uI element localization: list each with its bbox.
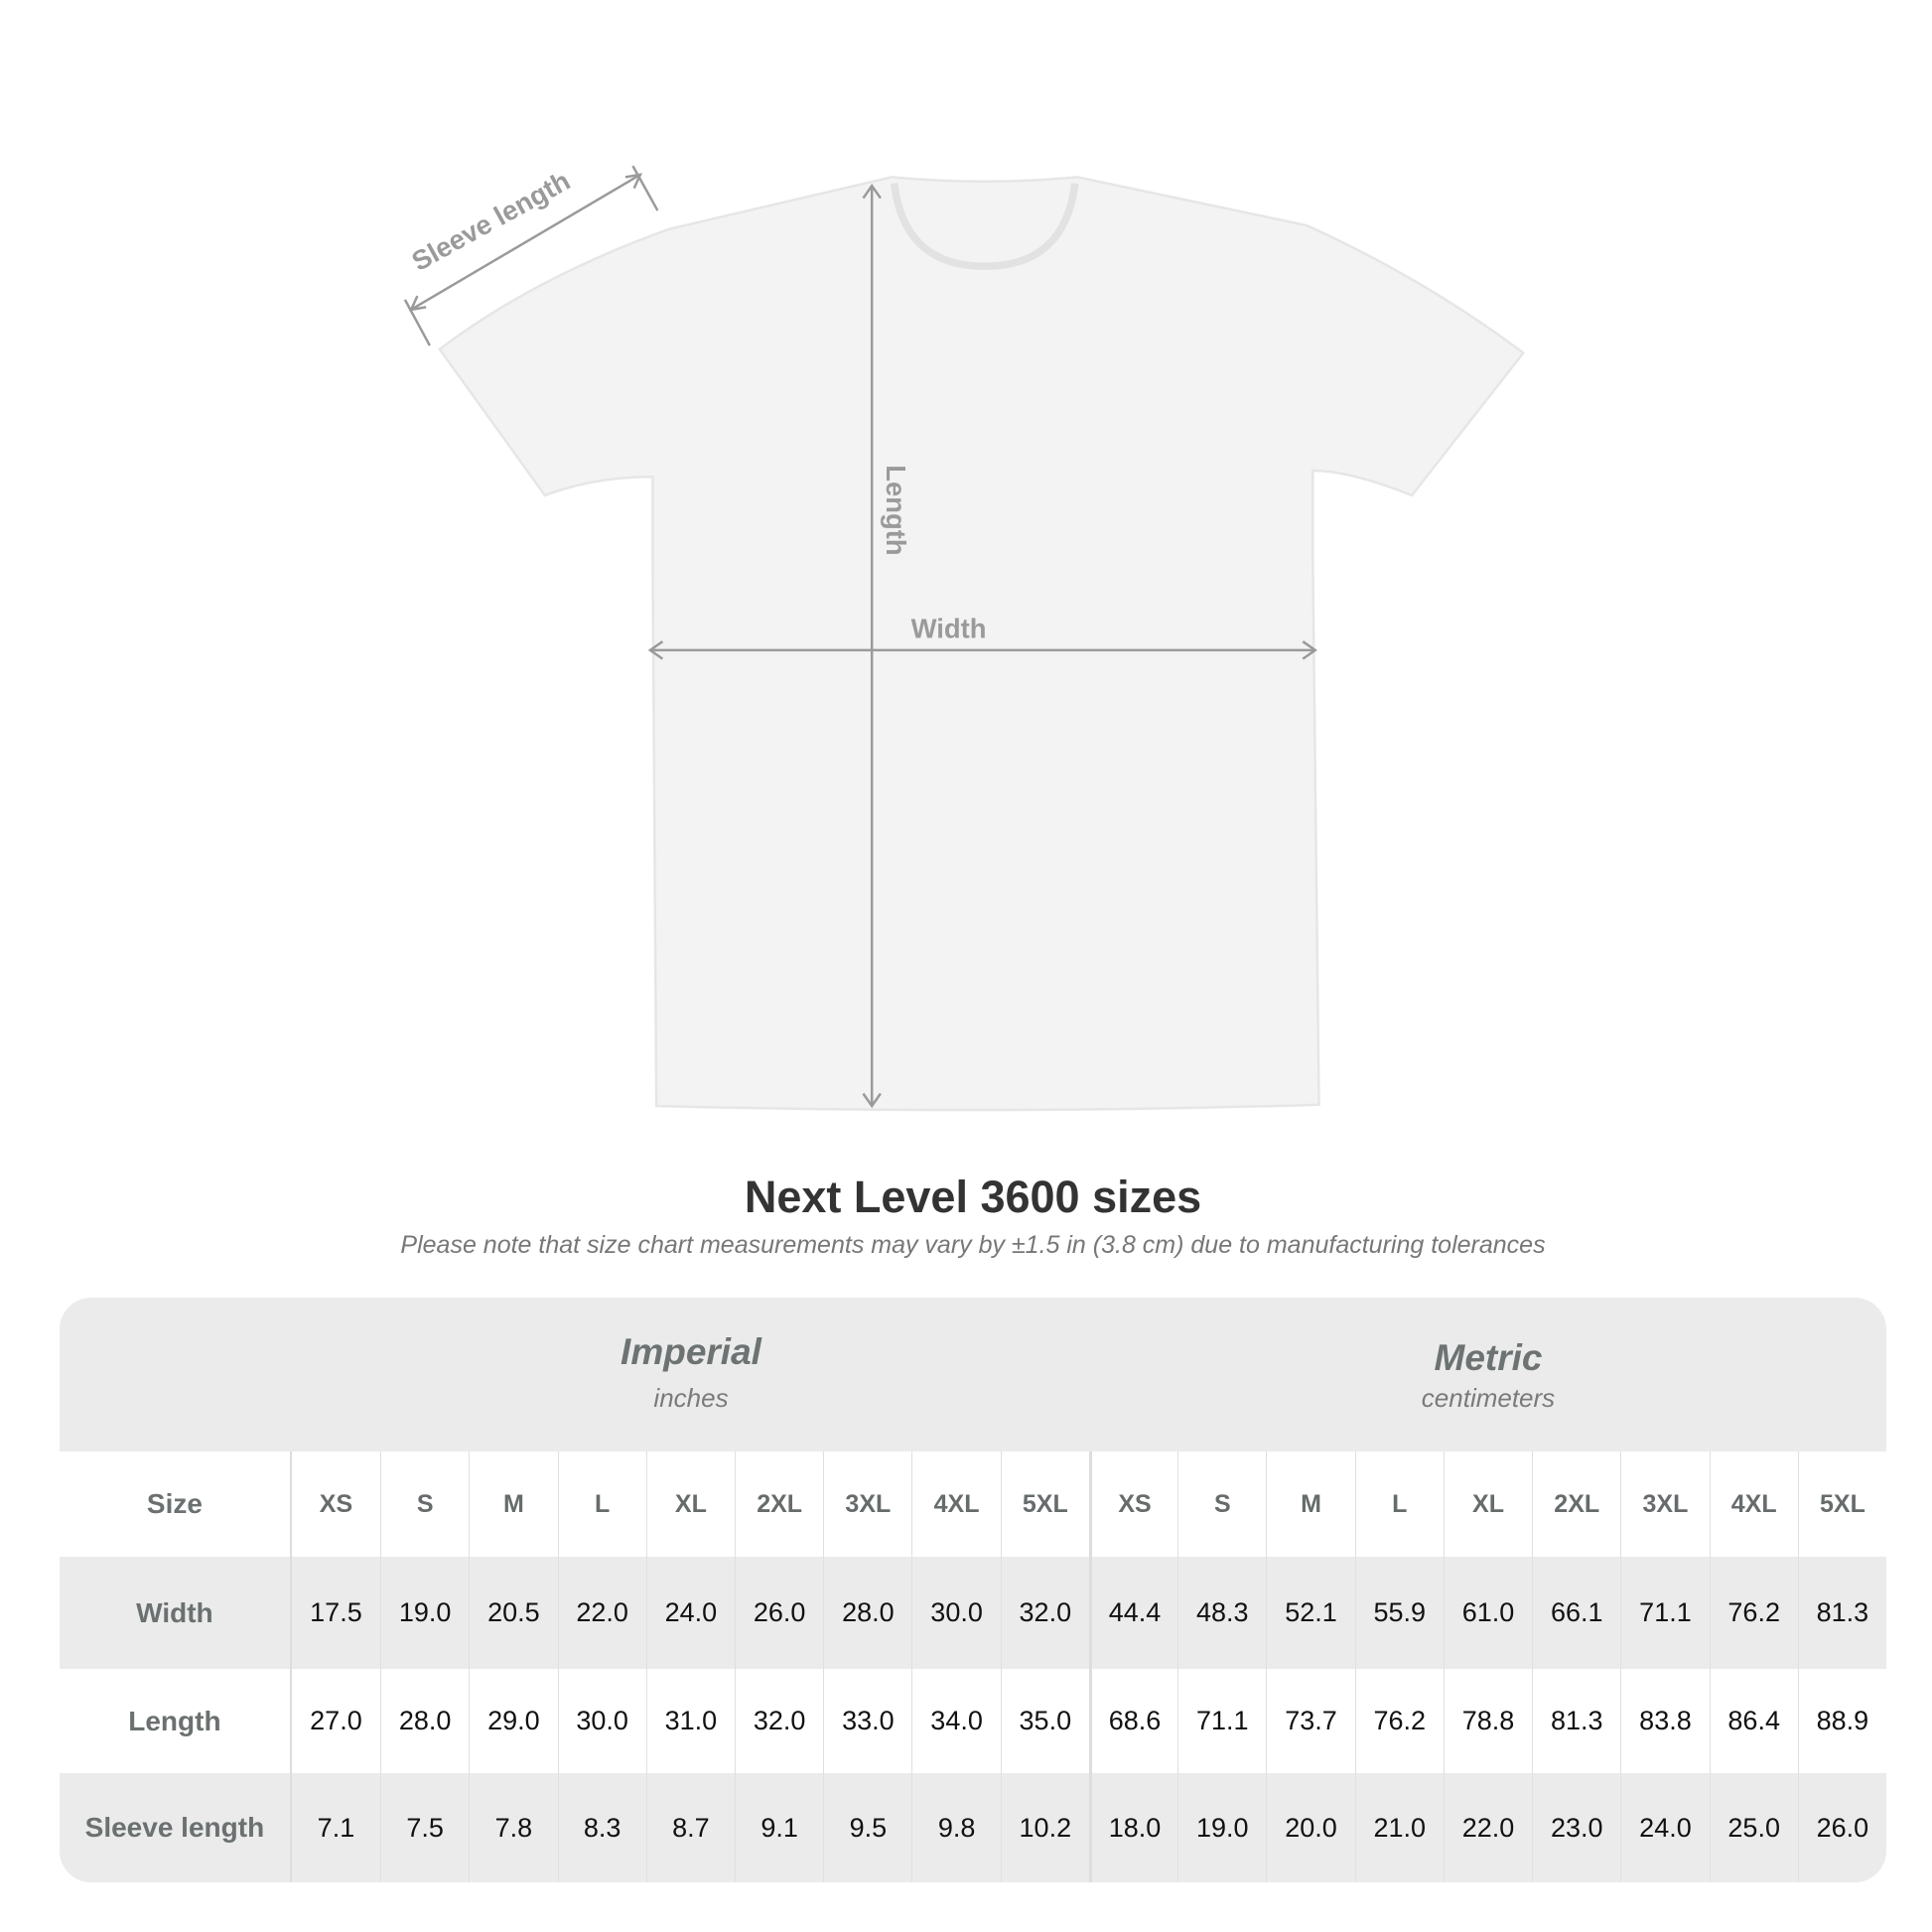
imperial-unit: inches — [653, 1383, 729, 1413]
size-column-header: 2XL — [1532, 1451, 1620, 1557]
table-cell: 31.0 — [645, 1669, 735, 1773]
table-cell: 71.1 — [1620, 1557, 1709, 1669]
size-column-header: 5XL — [1000, 1451, 1089, 1557]
table-cell: 32.0 — [735, 1669, 823, 1773]
table-cell: 76.2 — [1709, 1557, 1798, 1669]
table-cell: 83.8 — [1620, 1669, 1709, 1773]
table-cell: 9.5 — [823, 1773, 911, 1882]
table-cell: 18.0 — [1088, 1773, 1177, 1882]
row-label: Sleeve length — [60, 1773, 292, 1882]
size-column-header: 4XL — [1709, 1451, 1798, 1557]
size-column-header: L — [1354, 1451, 1444, 1557]
metric-header: Metric centimeters — [1090, 1298, 1886, 1451]
table-cell: 66.1 — [1532, 1557, 1620, 1669]
size-column-header: XS — [319, 1489, 353, 1518]
table-cell: 73.7 — [1266, 1669, 1354, 1773]
size-column-header: XL — [1443, 1451, 1532, 1557]
table-cell: 9.8 — [911, 1773, 1000, 1882]
table-cell: 71.1 — [1177, 1669, 1266, 1773]
table-cell: 30.0 — [557, 1669, 646, 1773]
tshirt-collar — [890, 183, 1079, 270]
table-cell: 78.8 — [1443, 1669, 1532, 1773]
table-cell: 76.2 — [1354, 1669, 1444, 1773]
tshirt-shape — [438, 176, 1526, 1112]
size-column-header: XS — [1088, 1451, 1177, 1557]
table-cell: 30.0 — [911, 1557, 1000, 1669]
table-cell: 9.1 — [735, 1773, 823, 1882]
size-column-header: 3XL — [1620, 1451, 1709, 1557]
sleeve-length-label: Sleeve length — [406, 165, 575, 277]
size-column-header: 5XL — [1797, 1451, 1886, 1557]
row-label: Width — [60, 1557, 292, 1669]
table-cell: 55.9 — [1354, 1557, 1444, 1669]
size-table: Imperial inches Metric centimeters Size X… — [60, 1298, 1886, 1882]
table-cell: 8.7 — [645, 1773, 735, 1882]
table-cell: 8.3 — [557, 1773, 646, 1882]
table-cell: 48.3 — [1177, 1557, 1266, 1669]
row-label: Size — [60, 1451, 292, 1557]
table-row: Length 27.0 28.0 29.0 30.0 31.0 32.0 33.0 34.0 35… — [60, 1669, 1886, 1773]
size-column-header: 2XL — [735, 1451, 823, 1557]
table-cell: 19.0 — [1177, 1773, 1266, 1882]
imperial-header: Imperial inches — [292, 1298, 1090, 1451]
metric-title: Metric — [1434, 1337, 1543, 1378]
size-column-header: L — [557, 1451, 646, 1557]
table-cell: 19.0 — [380, 1557, 469, 1669]
table-cell: 20.5 — [469, 1557, 557, 1669]
size-column-header: M — [469, 1451, 557, 1557]
size-column-header: 4XL — [911, 1451, 1000, 1557]
page-title: Next Level 3600 sizes — [744, 1172, 1202, 1222]
size-column-header: XL — [645, 1451, 735, 1557]
table-cell: 35.0 — [1000, 1669, 1089, 1773]
table-cell: 10.2 — [1000, 1773, 1089, 1882]
table-cell: 52.1 — [1266, 1557, 1354, 1669]
table-cell: 28.0 — [823, 1557, 911, 1669]
table-cell: 61.0 — [1443, 1557, 1532, 1669]
table-cell: 32.0 — [1000, 1557, 1089, 1669]
size-header-row: Size XS S M L XL 2XL 3XL 4XL 5XL XS S M L XL 2XL 3XL 4XL 5… — [60, 1451, 1886, 1557]
table-row: Width 17.5 19.0 20.5 22.0 24.0 26.0 28.0 30.0 32.… — [60, 1557, 1886, 1669]
tolerance-note: Please note that size chart measurements… — [400, 1231, 1546, 1259]
table-cell: 81.3 — [1532, 1669, 1620, 1773]
table-cell: 34.0 — [911, 1669, 1000, 1773]
size-column-header: S — [1177, 1451, 1266, 1557]
metric-unit: centimeters — [1421, 1383, 1556, 1413]
table-cell: 22.0 — [1443, 1773, 1532, 1882]
table-cell: 7.8 — [469, 1773, 557, 1882]
imperial-title: Imperial — [621, 1331, 761, 1372]
table-cell: 33.0 — [823, 1669, 911, 1773]
size-column-header: S — [380, 1451, 469, 1557]
table-cell: 7.1 — [317, 1812, 355, 1843]
row-label: Length — [60, 1669, 292, 1773]
table-cell: 17.5 — [310, 1597, 362, 1627]
table-cell: 29.0 — [469, 1669, 557, 1773]
table-row: Sleeve length 7.1 7.5 7.8 8.3 8.7 9.1 9.5 9.8 10.… — [60, 1773, 1886, 1882]
table-cell: 7.5 — [380, 1773, 469, 1882]
length-label: Length — [881, 465, 911, 555]
size-column-header: 3XL — [823, 1451, 911, 1557]
size-column-header: M — [1266, 1451, 1354, 1557]
table-cell: 28.0 — [380, 1669, 469, 1773]
table-cell: 26.0 — [1797, 1773, 1886, 1882]
table-cell: 23.0 — [1532, 1773, 1620, 1882]
table-cell: 24.0 — [645, 1557, 735, 1669]
table-cell: 88.9 — [1797, 1669, 1886, 1773]
table-cell: 21.0 — [1354, 1773, 1444, 1882]
table-cell: 44.4 — [1088, 1557, 1177, 1669]
sleeve-arrow — [410, 173, 641, 311]
table-cell: 24.0 — [1620, 1773, 1709, 1882]
table-cell: 26.0 — [735, 1557, 823, 1669]
table-cell: 68.6 — [1088, 1669, 1177, 1773]
table-cell: 25.0 — [1709, 1773, 1798, 1882]
table-cell: 81.3 — [1797, 1557, 1886, 1669]
width-label: Width — [911, 613, 987, 643]
table-cell: 20.0 — [1266, 1773, 1354, 1882]
table-cell: 22.0 — [557, 1557, 646, 1669]
table-cell: 86.4 — [1709, 1669, 1798, 1773]
table-cell: 27.0 — [310, 1706, 362, 1735]
